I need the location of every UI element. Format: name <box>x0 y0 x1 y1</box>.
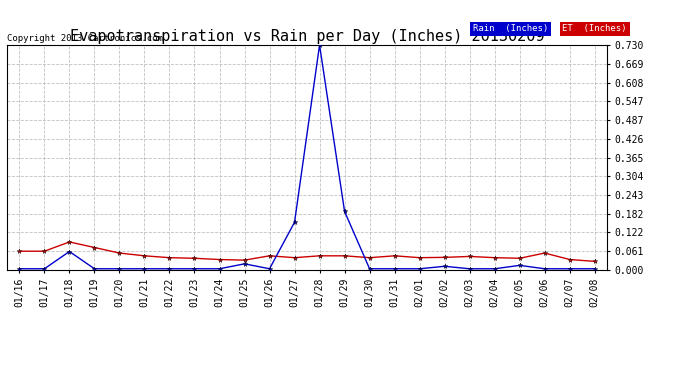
Title: Evapotranspiration vs Rain per Day (Inches) 20130209: Evapotranspiration vs Rain per Day (Inch… <box>70 29 544 44</box>
Text: Rain  (Inches): Rain (Inches) <box>473 24 548 33</box>
Text: ET  (Inches): ET (Inches) <box>562 24 627 33</box>
Text: Copyright 2013 Cartronics.com: Copyright 2013 Cartronics.com <box>7 34 163 43</box>
